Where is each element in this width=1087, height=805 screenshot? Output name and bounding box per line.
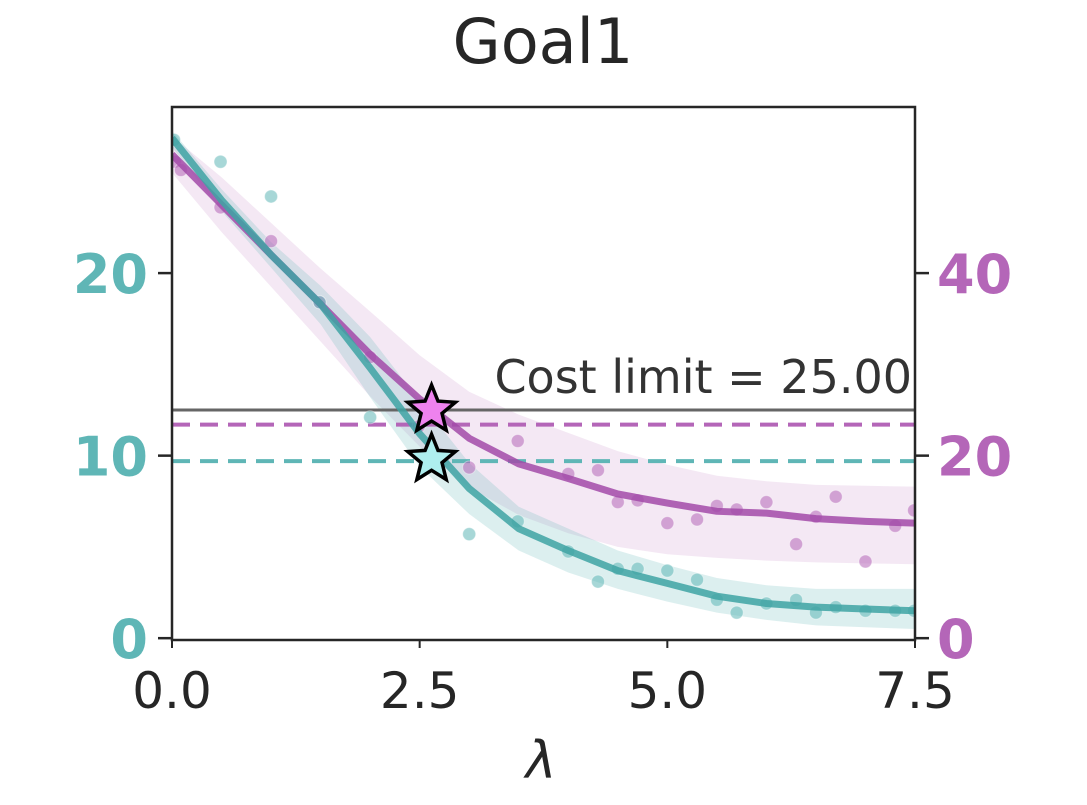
left-scatter-point <box>363 410 378 425</box>
left-star-marker <box>403 429 460 484</box>
x-tick-label: 0.0 <box>132 662 212 720</box>
right-scatter-point <box>789 537 804 552</box>
left-scatter-point <box>690 572 705 587</box>
left-scatter-point <box>264 189 279 204</box>
right-scatter-point <box>858 554 873 569</box>
left-scatter-point <box>462 527 477 542</box>
y-right-tick-label: 20 <box>937 426 1012 489</box>
x-axis-label: λ <box>523 731 557 791</box>
y-right-tick-label: 0 <box>937 608 975 671</box>
y-left-tick-label: 10 <box>73 426 148 489</box>
x-tick-label: 5.0 <box>628 662 708 720</box>
left-scatter-point <box>660 563 675 578</box>
right-scatter-point <box>828 489 843 504</box>
left-mean-line <box>172 135 915 615</box>
right-scatter-point <box>462 460 477 475</box>
chart-title: Goal1 <box>453 5 634 78</box>
axes-frame <box>170 105 917 642</box>
right-scatter-point <box>759 495 774 510</box>
right-scatter-point <box>690 512 705 527</box>
y-left-tick-label: 20 <box>73 243 148 306</box>
y-left-tick-label: 0 <box>110 608 148 671</box>
right-scatter-point <box>660 516 675 531</box>
plot-area <box>172 130 915 630</box>
right-mean-line <box>172 152 915 527</box>
x-tick-label: 7.5 <box>875 662 955 720</box>
right-scatter-point <box>510 434 525 449</box>
y-right-tick-label: 40 <box>937 243 1012 306</box>
right-star-marker <box>403 380 460 435</box>
right-scatter-point <box>590 463 605 478</box>
left-scatter-point <box>729 605 744 620</box>
left-scatter-point <box>590 574 605 589</box>
left-confidence-band <box>172 130 915 630</box>
x-tick-label: 2.5 <box>380 662 460 720</box>
cost-limit-label: Cost limit = 25.00 <box>494 350 912 404</box>
left-scatter-point <box>213 154 228 169</box>
right-scatter-point <box>264 234 279 249</box>
